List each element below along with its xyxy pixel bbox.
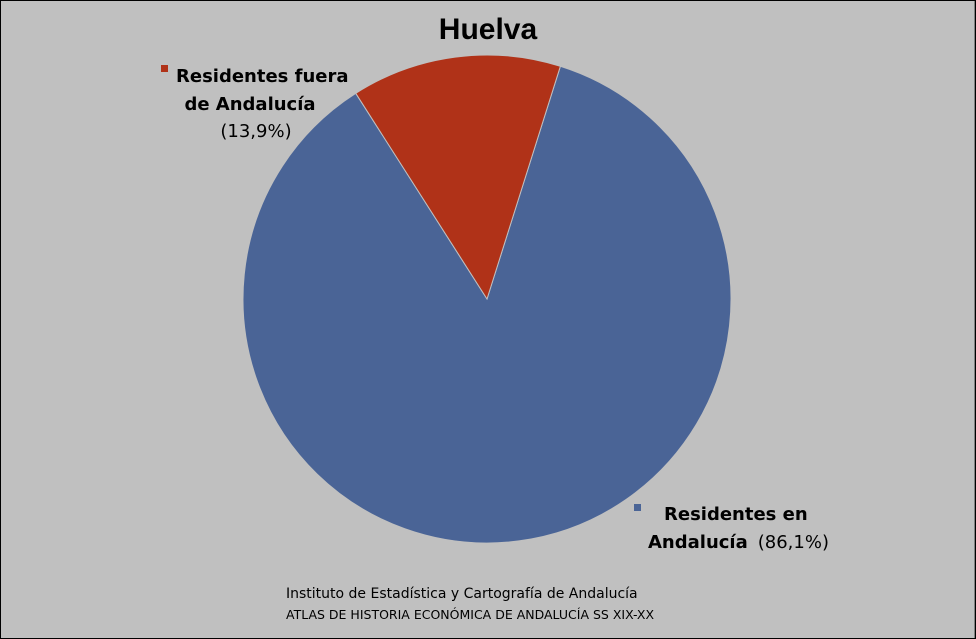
slice-label-en-line1: Residentes en — [664, 504, 808, 525]
pie-slices — [242, 54, 732, 544]
slice-label-fuera-line1: Residentes fuera — [176, 66, 349, 87]
pie-slice-residentes-en-andalucia — [242, 65, 732, 544]
slice-label-en-name: Andalucía — [648, 532, 748, 553]
pie-slice-residentes-fuera-de-andalucia — [355, 54, 561, 301]
slice-label-en: Residentes en Andalucía (86,1%) — [634, 504, 829, 553]
slice-label-en-percent: (86,1%) — [758, 532, 829, 553]
slice-label-fuera: Residentes fuera de Andalucía (13,9%) — [161, 65, 349, 142]
source-line-2: ATLAS DE HISTORIA ECONÓMICA DE ANDALUCÍA… — [286, 607, 654, 622]
chart-title: Huelva — [439, 13, 538, 46]
slice-marker-en — [634, 504, 641, 511]
slice-label-en-line2: Andalucía (86,1%) — [648, 532, 829, 553]
slice-label-fuera-line2: de Andalucía — [184, 94, 315, 115]
source-line-1: Instituto de Estadística y Cartografía d… — [286, 586, 638, 602]
slice-marker-fuera — [161, 65, 168, 72]
slice-label-fuera-percent: (13,9%) — [220, 121, 291, 142]
